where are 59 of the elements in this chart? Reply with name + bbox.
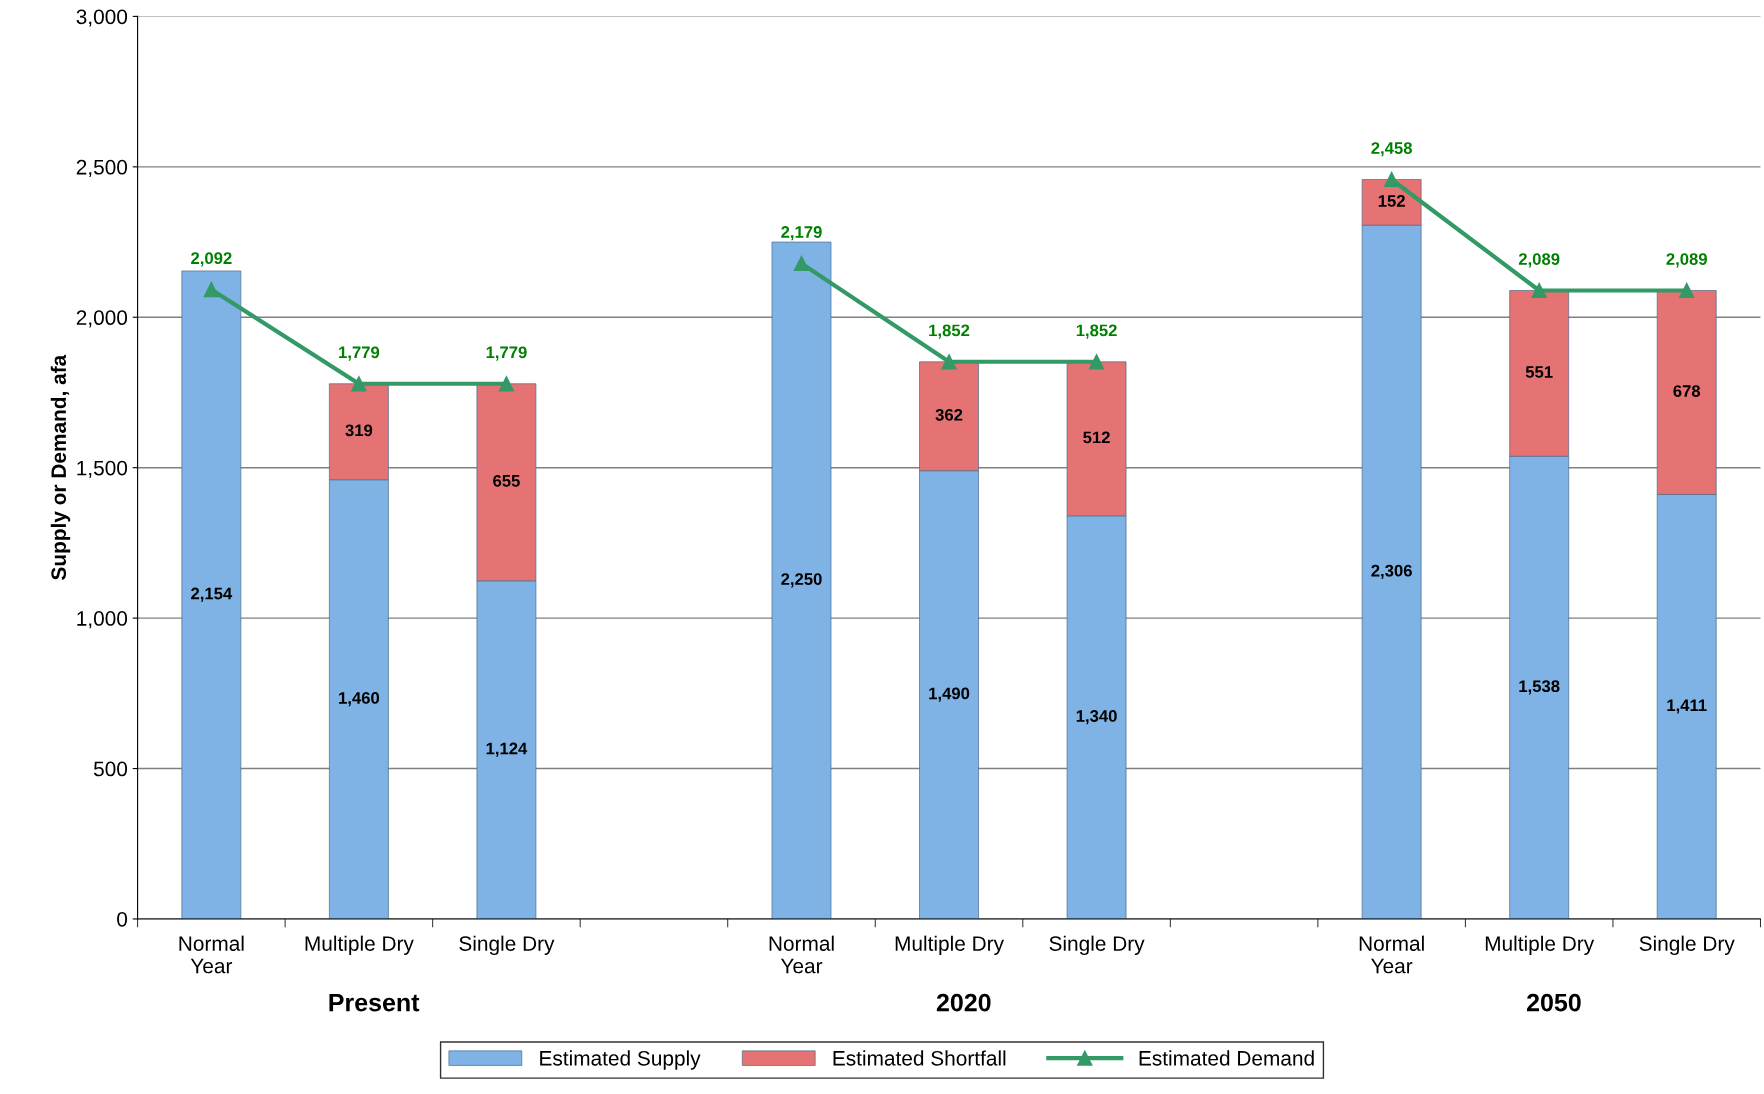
data-label: 2,250 <box>781 573 822 588</box>
text: Present <box>329 993 420 1012</box>
x-tick-label: Normal Year <box>1359 935 1424 974</box>
data-label: 1,490 <box>929 687 970 702</box>
bar <box>771 241 832 919</box>
data-label: 2,179 <box>781 226 822 241</box>
y-tick-label: 500 <box>93 761 128 777</box>
data-label: 1,340 <box>1076 710 1117 725</box>
x-tick-label: Multiple Dry <box>1485 935 1595 956</box>
data-label: 152 <box>1378 195 1405 207</box>
x-tick-label: Normal Year <box>179 935 244 974</box>
data-label: 2,306 <box>1371 564 1412 579</box>
point <box>351 376 367 392</box>
data-label: 362 <box>935 408 963 421</box>
x-tick-label: Single Dry <box>459 935 555 956</box>
legend-label: Estimated Shortfall <box>833 1050 1006 1066</box>
y-tick-label: 2,000 <box>76 310 128 328</box>
x-tick-label: Single Dry <box>1049 935 1145 956</box>
point <box>1383 171 1400 188</box>
y-tick-label: 1,500 <box>77 460 128 478</box>
point <box>498 376 515 392</box>
data-label: 2,089 <box>1666 253 1707 268</box>
y-tick-label: 2,500 <box>76 159 128 178</box>
data-label: 2,092 <box>191 252 232 267</box>
data-label: 1,779 <box>486 346 527 361</box>
data-label: 655 <box>493 474 520 487</box>
text: 2050 <box>1526 993 1581 1012</box>
data-label: 678 <box>1673 385 1701 397</box>
y-axis-title: Supply or Demand, afa <box>50 354 71 580</box>
data-label: 2,458 <box>1371 142 1412 157</box>
text: 2020 <box>936 993 991 1012</box>
y-tick-label: 3,000 <box>76 9 128 27</box>
x-tick-label: Single Dry <box>1639 935 1735 956</box>
point <box>1531 282 1547 299</box>
y-tick-label: 1,000 <box>77 611 128 629</box>
data-label: 1,538 <box>1519 680 1560 695</box>
data-label: 2,154 <box>191 587 233 602</box>
point <box>793 255 810 272</box>
data-label: 551 <box>1525 366 1553 378</box>
data-label: 1,852 <box>929 324 970 339</box>
point <box>203 281 219 298</box>
x-tick-label: Multiple Dry <box>895 935 1004 956</box>
y-tick-label: 0 <box>117 911 128 927</box>
point <box>1088 354 1105 370</box>
bar <box>181 270 242 919</box>
data-label: 512 <box>1083 431 1110 444</box>
data-label: 1,460 <box>339 692 380 707</box>
data-label: 1,411 <box>1667 699 1707 714</box>
data-label: 1,779 <box>339 346 380 361</box>
data-label: 1,852 <box>1076 324 1117 339</box>
legend-label: Estimated Supply <box>540 1050 701 1070</box>
legend-label: Estimated Demand <box>1139 1050 1314 1066</box>
data-label: 319 <box>345 424 373 437</box>
data-label: 2,089 <box>1518 253 1560 268</box>
point <box>1679 282 1695 299</box>
point <box>941 354 957 370</box>
x-tick-label: Multiple Dry <box>305 935 414 956</box>
x-tick-label: Normal Year <box>769 935 834 974</box>
data-label: 1,124 <box>486 742 528 757</box>
